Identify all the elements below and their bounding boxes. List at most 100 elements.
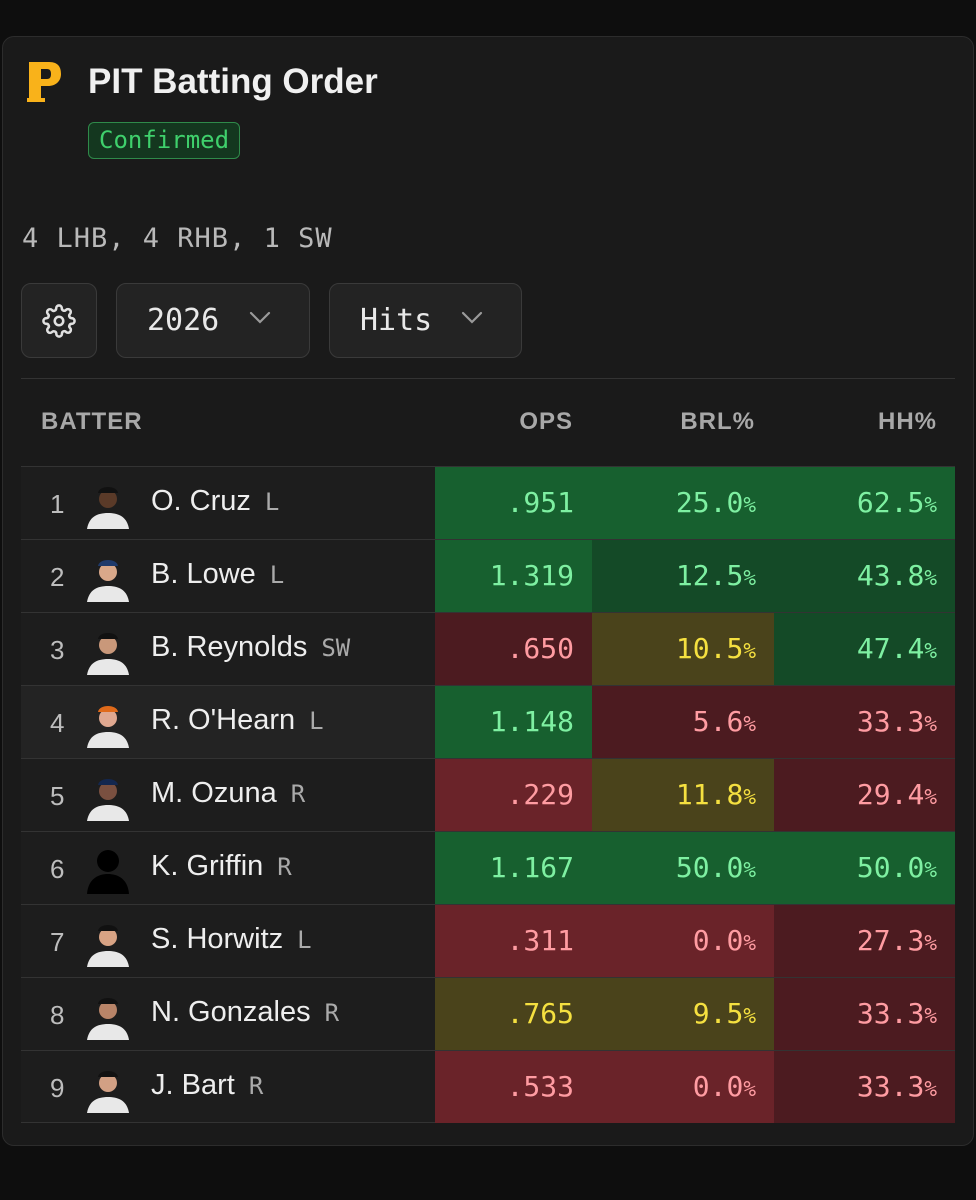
batting-order-number: 7 [50,927,65,957]
year-select-value: 2026 [147,303,220,338]
bat-hand: R [324,999,340,1027]
ops-value: .229 [506,778,574,811]
brl-value: 0.0 [692,1070,744,1103]
player-name[interactable]: S. Horwitz L [151,923,312,956]
player-name-text: O. Cruz [151,485,251,517]
brl-cell: 10.5% [592,613,774,685]
bat-hand: L [269,561,285,589]
table-row[interactable]: 4 R. O'Hearn L 1.148 5.6% 33.3% [21,685,955,758]
brl-value: 5.6 [692,705,744,738]
stat-select[interactable]: Hits [329,283,522,358]
table-row[interactable]: 6 K. Griffin R 1.167 50.0% 50.0% [21,831,955,904]
batting-order-number: 3 [50,635,65,665]
ops-cell: 1.167 [435,832,592,904]
ops-value: .765 [506,997,574,1030]
column-header-ops[interactable]: OPS [519,408,573,435]
player-name-text: B. Reynolds [151,631,308,663]
hh-cell: 33.3% [774,686,955,758]
bat-hand: L [309,707,324,735]
batting-order-number: 1 [50,489,65,519]
column-header-brl[interactable]: BRL% [680,408,755,435]
brl-cell: 0.0% [592,905,774,977]
ops-value: 1.148 [489,705,574,738]
ops-value: .533 [506,1070,574,1103]
batting-order-table: 1 O. Cruz L .951 25.0% 62.5% 2 B. Lowe L 1… [21,466,955,1123]
player-name[interactable]: N. Gonzales R [151,996,339,1029]
player-name-text: K. Griffin [151,850,264,882]
table-row[interactable]: 9 J. Bart R .533 0.0% 33.3% [21,1050,955,1123]
player-headshot-icon [83,479,133,529]
brl-cell: 11.8% [592,759,774,831]
bat-hand: R [290,780,306,808]
percent-sign: % [743,858,756,882]
batting-order-number: 2 [50,562,65,592]
percent-sign: % [743,566,756,590]
player-name[interactable]: R. O'Hearn L [151,704,324,737]
batting-order-number: 6 [50,854,65,884]
table-row[interactable]: 2 B. Lowe L 1.319 12.5% 43.8% [21,539,955,612]
player-silhouette-icon [83,844,133,894]
hh-cell: 50.0% [774,832,955,904]
player-name[interactable]: O. Cruz L [151,485,279,518]
hh-cell: 47.4% [774,613,955,685]
player-headshot-icon [83,990,133,1040]
ops-value: .311 [506,924,574,957]
ops-value: .951 [506,486,574,519]
percent-sign: % [924,493,937,517]
hh-value: 47.4 [856,632,925,665]
player-headshot-icon [83,917,133,967]
batting-order-number: 5 [50,781,65,811]
percent-sign: % [924,712,937,736]
table-row[interactable]: 5 M. Ozuna R .229 11.8% 29.4% [21,758,955,831]
player-name[interactable]: J. Bart R [151,1069,263,1102]
hh-value: 62.5 [856,486,925,519]
table-row[interactable]: 1 O. Cruz L .951 25.0% 62.5% [21,466,955,539]
player-name-text: R. O'Hearn [151,704,296,736]
bat-hand: R [277,853,292,881]
percent-sign: % [924,858,937,882]
percent-sign: % [743,785,756,809]
column-header-batter[interactable]: BATTER [41,408,143,435]
bat-hand: L [264,488,280,516]
year-select[interactable]: 2026 [116,283,310,358]
brl-cell: 5.6% [592,686,774,758]
player-name[interactable]: K. Griffin R [151,850,292,883]
hh-cell: 33.3% [774,978,955,1050]
brl-cell: 0.0% [592,1051,774,1123]
brl-value: 50.0 [675,851,744,884]
percent-sign: % [924,931,937,955]
hh-cell: 62.5% [774,467,955,539]
table-row[interactable]: 7 S. Horwitz L .311 0.0% 27.3% [21,904,955,977]
player-headshot-icon [83,698,133,748]
player-name[interactable]: B. Lowe L [151,558,284,591]
ops-cell: .650 [435,613,592,685]
player-name[interactable]: B. Reynolds SW [151,631,350,664]
player-headshot-icon [83,625,133,675]
player-name-text: S. Horwitz [151,923,284,955]
hh-cell: 33.3% [774,1051,955,1123]
ops-cell: 1.148 [435,686,592,758]
ops-value: .650 [506,632,574,665]
settings-button[interactable] [21,283,97,358]
percent-sign: % [743,1004,756,1028]
player-name-text: J. Bart [151,1069,235,1101]
player-name[interactable]: M. Ozuna R [151,777,305,810]
percent-sign: % [924,566,937,590]
player-headshot-icon [83,1063,133,1113]
table-row[interactable]: 8 N. Gonzales R .765 9.5% 33.3% [21,977,955,1050]
pirates-logo-icon [27,62,61,102]
handedness-summary: 4 LHB, 4 RHB, 1 SW [22,223,333,254]
ops-cell: .765 [435,978,592,1050]
player-headshot-icon [83,552,133,602]
player-name-text: M. Ozuna [151,777,277,809]
ops-value: 1.167 [489,851,574,884]
percent-sign: % [924,1004,937,1028]
percent-sign: % [924,639,937,663]
hh-cell: 27.3% [774,905,955,977]
brl-value: 12.5 [675,559,744,592]
table-row[interactable]: 3 B. Reynolds SW .650 10.5% 47.4% [21,612,955,685]
hh-value: 33.3 [856,997,925,1030]
hh-cell: 29.4% [774,759,955,831]
column-header-hh[interactable]: HH% [877,408,937,435]
ops-cell: .311 [435,905,592,977]
